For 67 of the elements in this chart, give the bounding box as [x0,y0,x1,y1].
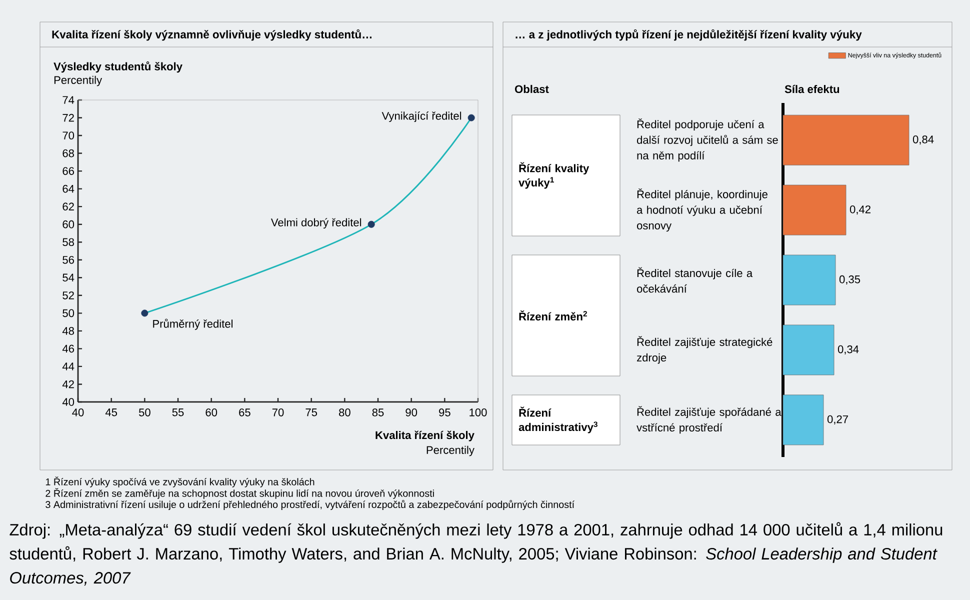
data-label: 0,34 [838,345,859,355]
x-axis-title: Kvalita řízení školy [376,430,474,442]
x-tick-label: 80 [339,408,350,416]
y-tick-label: 60 [62,220,74,228]
x-axis-title: Síla efektu [784,84,840,94]
point [468,114,475,122]
x-tick-label: 70 [272,408,284,416]
x-tick-label: 55 [172,408,184,416]
point [141,310,148,317]
y-tick-label: Ředitel podporuje učení a další rozvoj učitelů a sám se na něm podílí [637,118,778,162]
y-tick-label: Ředitel stanovuje cíle a očekávání [637,267,753,293]
y-tick-label: 74 [62,96,74,104]
y-tick-label: 46 [62,344,74,353]
annotation: Průměrný ředitel [153,318,232,330]
point [368,220,375,228]
y-tick-label: 52 [62,291,74,300]
x-tick-label: 75 [306,408,318,416]
text: Řízení změn$^{2}$ [519,310,587,320]
y-tick-label: 48 [62,327,74,335]
y-tick-label: 62 [62,202,74,210]
y-tick-label: Ředitel zajišťuje spořádané a vstřícné prostředí [636,406,782,434]
data-label: 0,42 [850,205,870,215]
text: Percentily [426,446,474,456]
text: Zdroj: „Meta-analýza“ 69 studií vedení škol uskutečněných mezi lety 1978 a 2001, zahrnuje odhad 14 000 učitelů a 1,4 milionu studentů, Robert J. Marzano, Timothy Waters, and Brian A. McNulty, 2005; Viviane Robinson: School Leadership and Student Outcomes, 2007 [10,522,942,586]
bar [782,394,824,446]
x-tick-label: 85 [372,408,384,416]
bar [782,254,836,306]
text: Oblast [514,84,549,94]
data-label: 0,27 [827,415,848,424]
bar [782,324,834,376]
text: Řízení administrativy$^{3}$ [518,406,598,434]
bar [782,114,910,166]
y-tick-label: 56 [62,256,74,264]
y-tick-label: 50 [62,309,74,318]
text: Percentily [54,76,102,86]
text: 2 Řízení změn se zaměřuje na schopnost dostat skupinu lidí na novou úroveň výkonnosti [46,488,434,499]
data-label: 0,35 [839,275,860,285]
y-tick-label: 54 [62,274,74,282]
x-tick-label: 95 [439,408,450,416]
data-label: 0,84 [912,136,934,145]
x-tick-label: 60 [206,408,218,416]
text: 3 Administrativní řízení usiluje o udržení přehledného prostředí, vytváření rozpočtů a zabezpečování podpůrných činností [46,500,574,510]
chart-title: Kvalita řízení školy významně ovlivňuje výsledky studentů… [52,29,372,41]
y-tick-label: 42 [62,380,74,388]
x-tick-label: 40 [72,408,84,416]
bar [782,184,846,236]
x-tick-label: 45 [105,408,118,416]
x-tick-label: 50 [138,408,150,416]
x-tick-label: 90 [406,408,418,416]
annotation: Velmi dobrý ředitel [270,218,362,229]
y-tick-label: 40 [62,398,74,406]
y-tick-label: 70 [62,132,74,140]
y-tick-label: 58 [62,238,74,246]
annotation: Vynikající ředitel [382,112,462,122]
x-tick-label: 65 [239,408,250,416]
y-tick-label: 44 [62,362,74,370]
y-tick-label: Ředitel plánuje, koordinuje a hodnotí výuku a učební osnovy [637,188,768,232]
text: 1 Řízení výuky spočívá ve zvyšování kvality výuky na školách [46,476,314,488]
y-tick-label: 66 [62,167,74,175]
text: Řízení kvality výuky$^{1}$ [518,162,590,189]
y-tick-label: 64 [62,184,74,193]
y-tick-label: 72 [62,114,74,122]
text: … a z jednotlivých typů řízení je nejdůležitější řízení kvality výuky [516,29,862,41]
y-tick-label: 68 [62,149,74,158]
x-tick-label: 100 [470,408,487,416]
y-tick-label: Ředitel zajišťuje strategické zdroje [636,336,772,364]
y-axis-title: Výsledky studentů školy [54,61,182,73]
